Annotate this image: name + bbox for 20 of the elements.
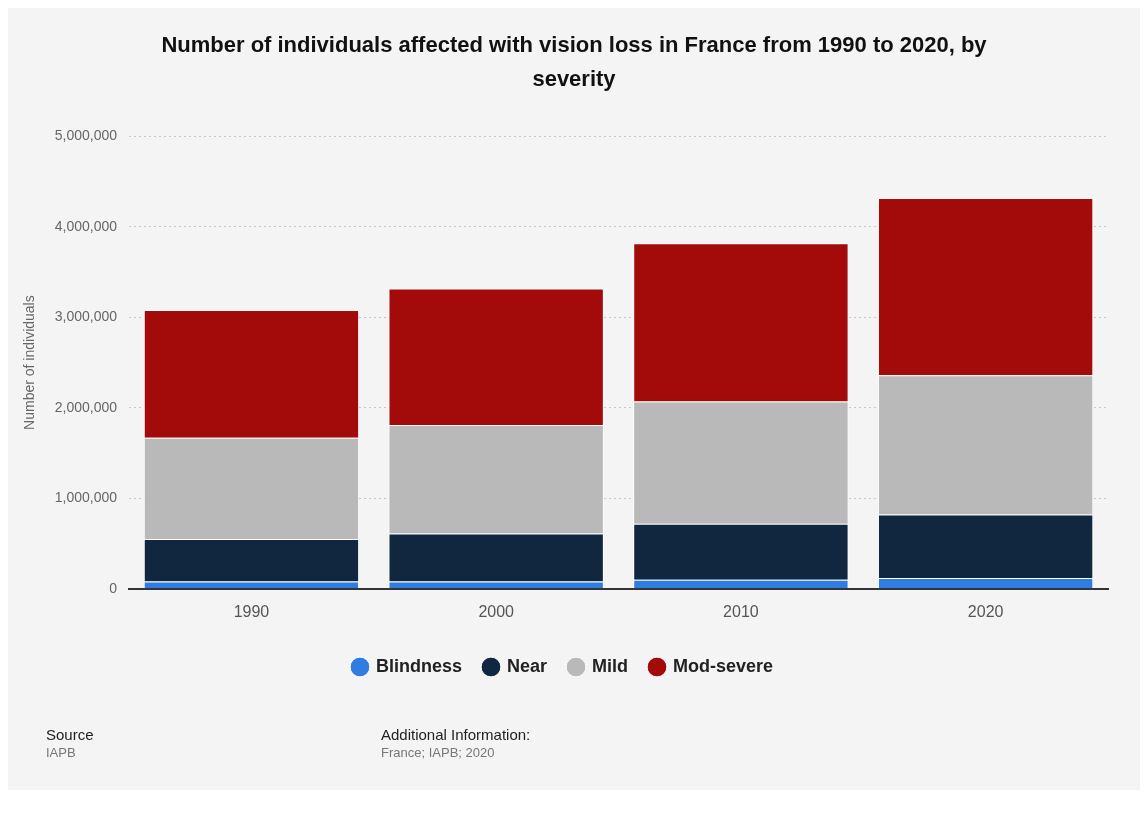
legend-label: Near <box>506 655 548 676</box>
legend-label: Blindness <box>375 655 462 676</box>
y-tick-label: 0 <box>109 579 118 596</box>
x-tick-label: 2010 <box>723 602 759 620</box>
y-tick-label: 5,000,000 <box>54 127 118 144</box>
text: Additional Information: <box>381 726 532 743</box>
x-tick-label: 1990 <box>233 602 270 620</box>
text: IAPB <box>46 745 77 760</box>
y-tick-label: 2,000,000 <box>54 398 118 415</box>
text: France; IAPB; 2020 <box>381 745 496 760</box>
legend-label: Mod-severe <box>673 655 774 676</box>
y-tick-label: 1,000,000 <box>54 489 118 506</box>
legend-label: Mild <box>592 655 629 676</box>
x-tick-label: 2000 <box>478 602 515 620</box>
y-axis-title: Number of individuals <box>21 295 38 430</box>
x-tick-label: 2020 <box>967 602 1004 620</box>
chart-title: Number of individuals affected with vision loss in France from 1990 to 2020, by severity <box>160 31 988 93</box>
text: Source <box>46 726 95 743</box>
y-tick-label: 3,000,000 <box>54 308 118 325</box>
y-tick-label: 4,000,000 <box>54 217 118 234</box>
